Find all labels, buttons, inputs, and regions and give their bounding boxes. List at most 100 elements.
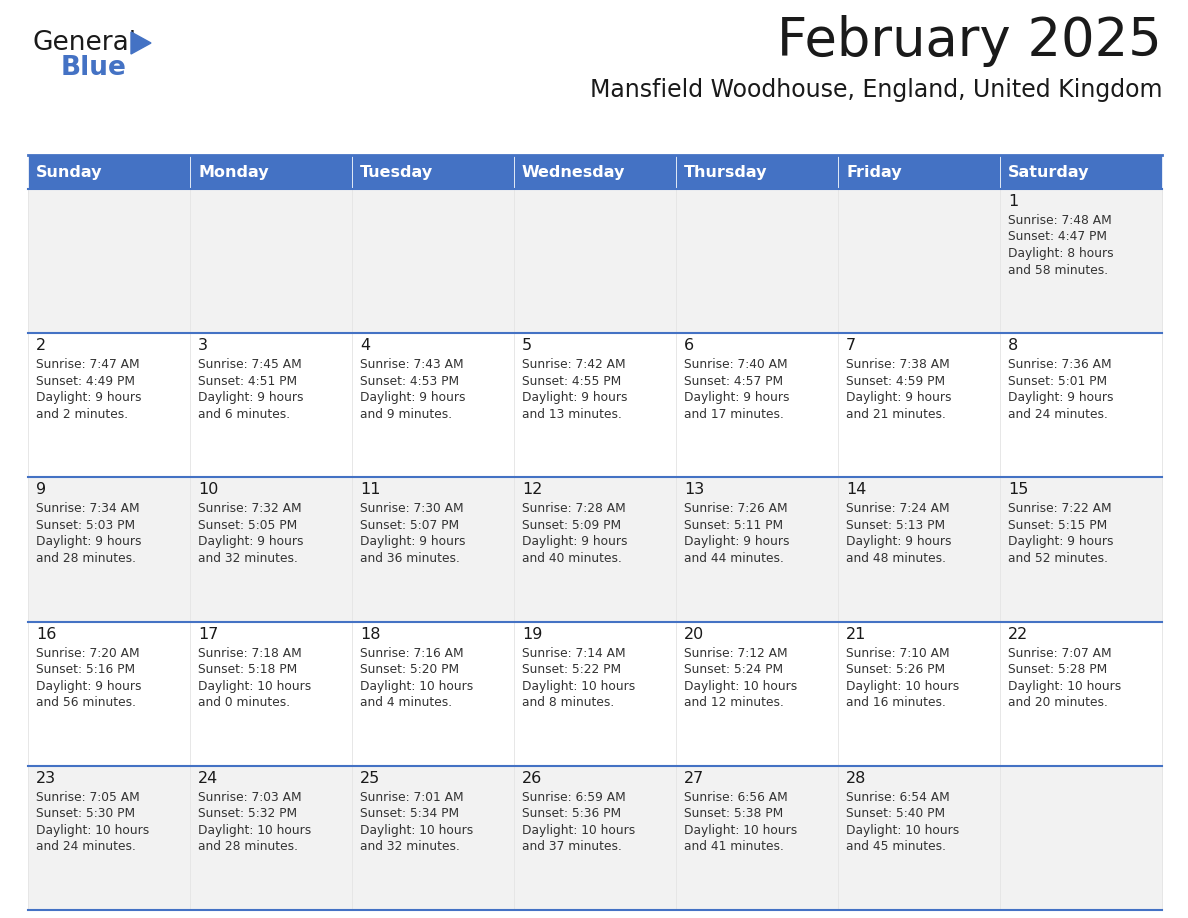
Text: Sunset: 4:59 PM: Sunset: 4:59 PM bbox=[846, 375, 946, 387]
Text: 14: 14 bbox=[846, 482, 866, 498]
Text: Sunrise: 7:45 AM: Sunrise: 7:45 AM bbox=[198, 358, 302, 371]
Text: 18: 18 bbox=[360, 627, 380, 642]
Text: and 56 minutes.: and 56 minutes. bbox=[36, 696, 135, 709]
Text: Daylight: 10 hours: Daylight: 10 hours bbox=[522, 823, 636, 837]
Text: and 13 minutes.: and 13 minutes. bbox=[522, 408, 621, 420]
Text: 26: 26 bbox=[522, 771, 542, 786]
Text: Tuesday: Tuesday bbox=[360, 164, 434, 180]
Text: Sunset: 5:38 PM: Sunset: 5:38 PM bbox=[684, 807, 783, 821]
Text: Daylight: 10 hours: Daylight: 10 hours bbox=[684, 679, 797, 692]
Text: Daylight: 9 hours: Daylight: 9 hours bbox=[360, 391, 466, 404]
Text: 17: 17 bbox=[198, 627, 219, 642]
Text: Daylight: 9 hours: Daylight: 9 hours bbox=[198, 391, 303, 404]
Text: 8: 8 bbox=[1007, 338, 1018, 353]
Text: Sunrise: 7:40 AM: Sunrise: 7:40 AM bbox=[684, 358, 788, 371]
Text: and 2 minutes.: and 2 minutes. bbox=[36, 408, 128, 420]
Text: and 36 minutes.: and 36 minutes. bbox=[360, 552, 460, 565]
Text: and 44 minutes.: and 44 minutes. bbox=[684, 552, 784, 565]
Bar bbox=[676, 477, 838, 621]
Text: Sunrise: 7:42 AM: Sunrise: 7:42 AM bbox=[522, 358, 626, 371]
Text: Daylight: 9 hours: Daylight: 9 hours bbox=[1007, 535, 1113, 548]
Text: Daylight: 10 hours: Daylight: 10 hours bbox=[846, 823, 959, 837]
Text: February 2025: February 2025 bbox=[777, 15, 1162, 67]
Bar bbox=[838, 189, 1000, 333]
Text: Sunset: 4:55 PM: Sunset: 4:55 PM bbox=[522, 375, 621, 387]
Text: 13: 13 bbox=[684, 482, 704, 498]
Bar bbox=[838, 333, 1000, 477]
Text: 25: 25 bbox=[360, 771, 380, 786]
Text: Sunset: 4:51 PM: Sunset: 4:51 PM bbox=[198, 375, 297, 387]
Text: Sunset: 4:47 PM: Sunset: 4:47 PM bbox=[1007, 230, 1107, 243]
Text: Sunrise: 7:20 AM: Sunrise: 7:20 AM bbox=[36, 646, 140, 660]
Text: 3: 3 bbox=[198, 338, 208, 353]
Text: Daylight: 10 hours: Daylight: 10 hours bbox=[198, 679, 311, 692]
Text: 9: 9 bbox=[36, 482, 46, 498]
Text: Daylight: 9 hours: Daylight: 9 hours bbox=[522, 535, 627, 548]
Text: Sunday: Sunday bbox=[36, 164, 102, 180]
Bar bbox=[352, 155, 514, 189]
Text: Sunset: 4:57 PM: Sunset: 4:57 PM bbox=[684, 375, 783, 387]
Text: and 20 minutes.: and 20 minutes. bbox=[1007, 696, 1108, 709]
Text: 12: 12 bbox=[522, 482, 543, 498]
Text: 2: 2 bbox=[36, 338, 46, 353]
Text: Sunset: 5:05 PM: Sunset: 5:05 PM bbox=[198, 519, 297, 532]
Bar bbox=[1000, 189, 1162, 333]
Text: and 6 minutes.: and 6 minutes. bbox=[198, 408, 290, 420]
Text: and 45 minutes.: and 45 minutes. bbox=[846, 840, 946, 854]
Text: Daylight: 10 hours: Daylight: 10 hours bbox=[360, 823, 473, 837]
Bar bbox=[352, 621, 514, 766]
Text: 11: 11 bbox=[360, 482, 380, 498]
Bar bbox=[514, 155, 676, 189]
Text: Sunrise: 7:16 AM: Sunrise: 7:16 AM bbox=[360, 646, 463, 660]
Text: Daylight: 10 hours: Daylight: 10 hours bbox=[198, 823, 311, 837]
Text: Sunset: 5:07 PM: Sunset: 5:07 PM bbox=[360, 519, 459, 532]
Text: Sunrise: 7:30 AM: Sunrise: 7:30 AM bbox=[360, 502, 463, 515]
Text: Sunrise: 7:22 AM: Sunrise: 7:22 AM bbox=[1007, 502, 1112, 515]
Bar bbox=[1000, 477, 1162, 621]
Text: Sunset: 5:20 PM: Sunset: 5:20 PM bbox=[360, 663, 459, 676]
Bar bbox=[352, 477, 514, 621]
Text: 19: 19 bbox=[522, 627, 543, 642]
Text: Sunset: 5:03 PM: Sunset: 5:03 PM bbox=[36, 519, 135, 532]
Bar bbox=[514, 621, 676, 766]
Text: Daylight: 10 hours: Daylight: 10 hours bbox=[846, 679, 959, 692]
Text: Sunset: 5:18 PM: Sunset: 5:18 PM bbox=[198, 663, 297, 676]
Bar bbox=[514, 477, 676, 621]
Text: Sunrise: 7:07 AM: Sunrise: 7:07 AM bbox=[1007, 646, 1112, 660]
Text: Sunset: 5:34 PM: Sunset: 5:34 PM bbox=[360, 807, 459, 821]
Text: 7: 7 bbox=[846, 338, 857, 353]
Text: Sunrise: 7:28 AM: Sunrise: 7:28 AM bbox=[522, 502, 626, 515]
Bar bbox=[676, 189, 838, 333]
Text: and 24 minutes.: and 24 minutes. bbox=[36, 840, 135, 854]
Text: 4: 4 bbox=[360, 338, 371, 353]
Bar bbox=[190, 766, 352, 910]
Bar bbox=[190, 621, 352, 766]
Text: and 8 minutes.: and 8 minutes. bbox=[522, 696, 614, 709]
Text: Daylight: 9 hours: Daylight: 9 hours bbox=[846, 391, 952, 404]
Text: Sunrise: 7:32 AM: Sunrise: 7:32 AM bbox=[198, 502, 302, 515]
Text: and 0 minutes.: and 0 minutes. bbox=[198, 696, 290, 709]
Bar bbox=[676, 333, 838, 477]
Text: Daylight: 10 hours: Daylight: 10 hours bbox=[36, 823, 150, 837]
Text: Sunrise: 7:47 AM: Sunrise: 7:47 AM bbox=[36, 358, 140, 371]
Bar bbox=[1000, 766, 1162, 910]
Text: 27: 27 bbox=[684, 771, 704, 786]
Text: Sunrise: 7:05 AM: Sunrise: 7:05 AM bbox=[36, 790, 140, 804]
Text: Wednesday: Wednesday bbox=[522, 164, 625, 180]
Text: and 9 minutes.: and 9 minutes. bbox=[360, 408, 453, 420]
Bar bbox=[29, 333, 190, 477]
Text: 5: 5 bbox=[522, 338, 532, 353]
Text: and 48 minutes.: and 48 minutes. bbox=[846, 552, 946, 565]
Text: 6: 6 bbox=[684, 338, 694, 353]
Text: Sunrise: 7:36 AM: Sunrise: 7:36 AM bbox=[1007, 358, 1112, 371]
Bar bbox=[838, 766, 1000, 910]
Text: Sunset: 5:28 PM: Sunset: 5:28 PM bbox=[1007, 663, 1107, 676]
Text: Monday: Monday bbox=[198, 164, 268, 180]
Text: Daylight: 10 hours: Daylight: 10 hours bbox=[360, 679, 473, 692]
Text: Sunset: 5:16 PM: Sunset: 5:16 PM bbox=[36, 663, 135, 676]
Text: Sunrise: 7:43 AM: Sunrise: 7:43 AM bbox=[360, 358, 463, 371]
Text: 1: 1 bbox=[1007, 194, 1018, 209]
Text: and 32 minutes.: and 32 minutes. bbox=[360, 840, 460, 854]
Text: Sunset: 5:40 PM: Sunset: 5:40 PM bbox=[846, 807, 946, 821]
Text: and 28 minutes.: and 28 minutes. bbox=[198, 840, 298, 854]
